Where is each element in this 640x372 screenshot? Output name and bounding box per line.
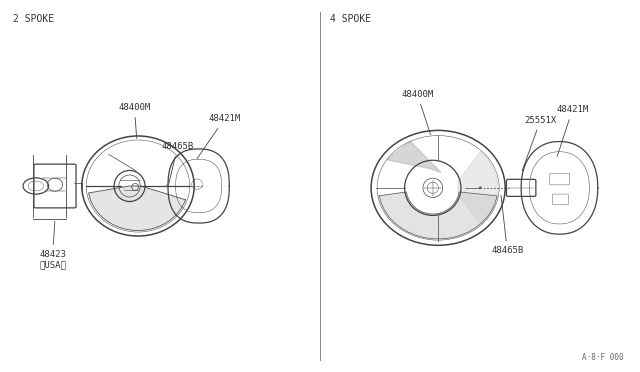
Polygon shape — [387, 141, 441, 173]
Ellipse shape — [166, 185, 168, 187]
Polygon shape — [88, 186, 186, 231]
Text: 48465B: 48465B — [162, 142, 194, 184]
Text: 2 SPOKE: 2 SPOKE — [13, 14, 54, 24]
Text: 48400M: 48400M — [118, 103, 150, 138]
Text: 48421M: 48421M — [197, 115, 241, 159]
Polygon shape — [379, 192, 497, 239]
Polygon shape — [458, 152, 498, 224]
Ellipse shape — [479, 187, 481, 189]
Text: 48465B: 48465B — [491, 195, 524, 256]
Text: 48400M: 48400M — [401, 90, 433, 135]
Text: 4 SPOKE: 4 SPOKE — [330, 14, 371, 24]
Text: 25551X: 25551X — [522, 116, 557, 171]
Text: A·8·F 000: A·8·F 000 — [582, 353, 623, 362]
Text: 48423
（USA）: 48423 （USA） — [39, 221, 66, 269]
Text: 48421M: 48421M — [556, 105, 589, 157]
